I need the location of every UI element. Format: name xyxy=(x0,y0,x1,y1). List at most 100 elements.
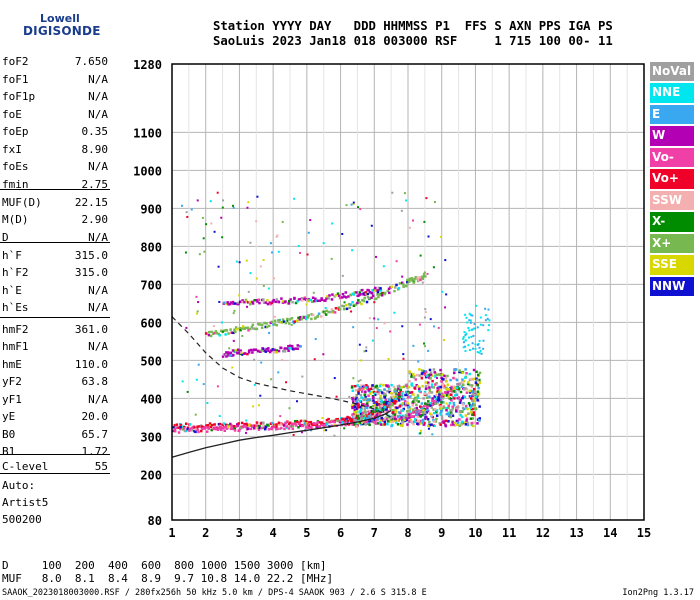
param-value: 361.0 xyxy=(74,323,108,336)
echo-point xyxy=(416,415,420,419)
echo-point xyxy=(249,302,252,306)
noise-point xyxy=(373,317,376,320)
echo-point xyxy=(464,404,468,408)
echo-point xyxy=(456,421,460,424)
param-label: h`F xyxy=(2,249,22,262)
echo-point xyxy=(423,373,427,377)
echo-point xyxy=(327,297,331,300)
noise-point xyxy=(429,318,432,321)
noise-point xyxy=(388,418,391,421)
echo-point xyxy=(451,421,454,424)
echo-point xyxy=(413,420,416,424)
param-row-ye: yE 20.0 xyxy=(2,410,108,424)
echo-point xyxy=(471,417,475,420)
x-tick-label: 4 xyxy=(270,526,277,540)
echo-point xyxy=(239,352,242,356)
echo-point xyxy=(227,332,230,335)
echo-point xyxy=(471,399,475,403)
echo-point xyxy=(218,334,221,337)
echo-point xyxy=(289,298,292,301)
param-value: 315.0 xyxy=(74,266,108,279)
echo-point xyxy=(423,390,427,394)
noise-point xyxy=(350,310,353,313)
echo-point xyxy=(270,320,274,324)
noise-point xyxy=(445,402,448,405)
echo-point xyxy=(318,425,321,428)
echo-point xyxy=(267,424,271,428)
echo-point xyxy=(381,408,385,412)
echo-point xyxy=(391,397,394,401)
echo-point xyxy=(210,330,213,334)
echo-point xyxy=(467,326,470,329)
echo-point xyxy=(363,296,366,300)
echo-point xyxy=(395,395,398,398)
param-label: fxI xyxy=(2,143,22,156)
noise-point xyxy=(352,203,355,206)
noise-point xyxy=(307,231,310,234)
echo-point xyxy=(359,412,363,415)
echo-point xyxy=(360,396,363,399)
echo-point xyxy=(226,425,230,428)
echo-point xyxy=(425,396,429,400)
echo-point xyxy=(442,420,445,424)
noise-point xyxy=(356,206,359,209)
echo-point xyxy=(224,423,228,427)
echo-point xyxy=(413,374,416,378)
noise-point xyxy=(424,345,427,348)
echo-point xyxy=(234,330,237,334)
echo-point xyxy=(364,423,368,426)
echo-point xyxy=(209,425,213,429)
noise-point xyxy=(391,191,394,194)
param-label: B0 xyxy=(2,428,16,441)
echo-point xyxy=(457,388,461,392)
echo-point xyxy=(401,409,405,412)
echo-point xyxy=(307,421,310,424)
param-row-b1: B1 1.72 xyxy=(2,445,108,459)
echo-point xyxy=(456,407,459,410)
echo-point xyxy=(365,414,368,418)
echo-point xyxy=(374,419,378,422)
echo-point xyxy=(320,423,324,427)
noise-point xyxy=(255,220,258,223)
echo-point xyxy=(298,422,301,425)
echo-point xyxy=(255,298,259,302)
echo-point xyxy=(464,376,467,379)
echo-point xyxy=(447,406,450,410)
echo-point xyxy=(389,399,392,402)
echo-point xyxy=(327,417,330,421)
echo-point xyxy=(455,393,459,396)
echo-point xyxy=(256,300,259,303)
echo-point xyxy=(434,407,437,411)
echo-point xyxy=(357,390,360,394)
noise-point xyxy=(343,427,346,430)
echo-point xyxy=(436,387,439,390)
echo-point xyxy=(443,374,446,378)
param-value: 315.0 xyxy=(74,249,108,262)
echo-point xyxy=(386,389,389,393)
noise-point xyxy=(431,433,434,436)
param-label: foEs xyxy=(2,160,29,173)
echo-point xyxy=(426,405,429,409)
echo-point xyxy=(468,312,471,315)
noise-point xyxy=(299,251,302,254)
echo-point xyxy=(409,418,412,422)
echo-point xyxy=(266,302,270,306)
echo-point xyxy=(387,416,390,420)
echo-point xyxy=(394,410,398,414)
echo-point xyxy=(358,385,362,389)
echo-point xyxy=(398,414,402,417)
echo-point xyxy=(379,394,382,398)
echo-point xyxy=(271,348,275,351)
param-row-hf2: h`F2 315.0 xyxy=(2,266,108,280)
echo-point xyxy=(346,419,350,423)
echo-point xyxy=(400,416,403,419)
echo-point xyxy=(294,420,297,423)
noise-point xyxy=(221,206,224,209)
echo-point xyxy=(265,325,269,329)
echo-point xyxy=(373,421,376,424)
echo-point xyxy=(372,386,375,389)
echo-point xyxy=(448,397,451,400)
echo-point xyxy=(435,417,438,421)
echo-point xyxy=(413,418,417,421)
noise-point xyxy=(213,230,216,233)
